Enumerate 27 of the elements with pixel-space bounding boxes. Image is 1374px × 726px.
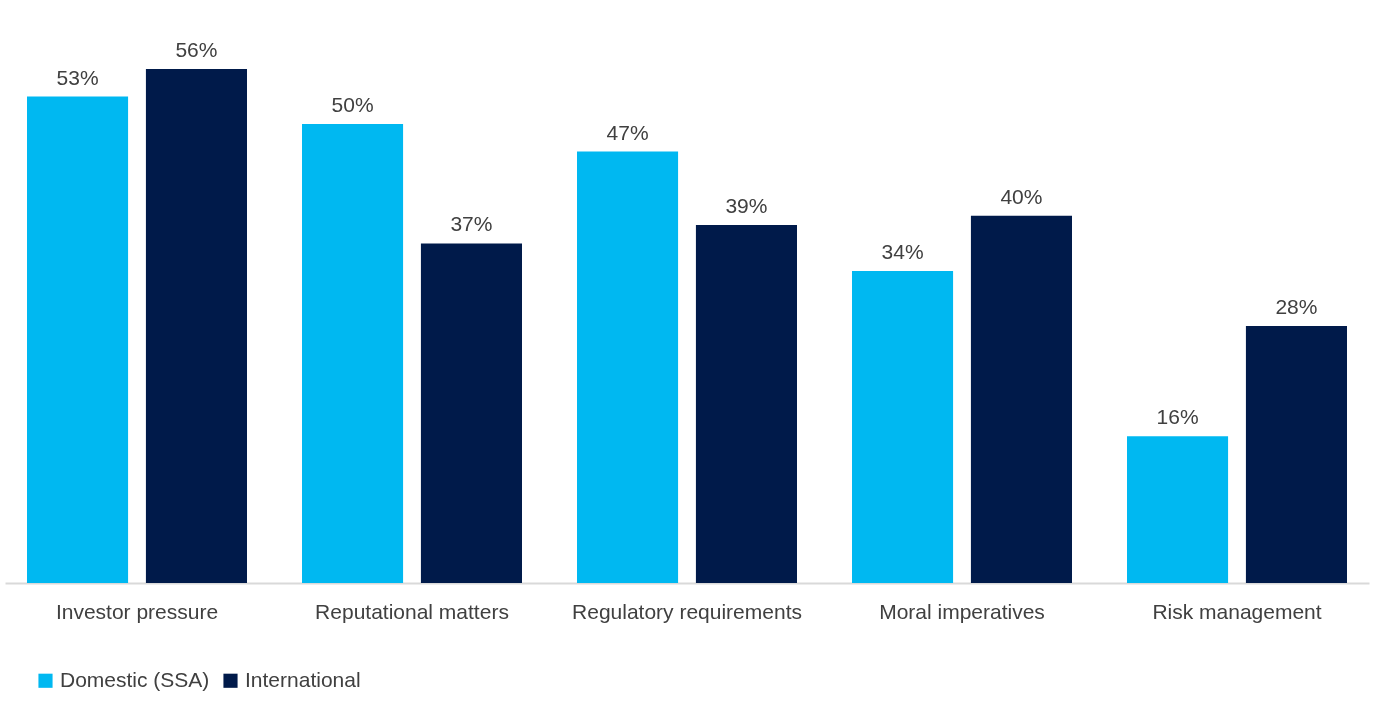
x-tick-label: Investor pressure [55, 599, 219, 623]
legend-label: International [245, 667, 361, 691]
bar [27, 96, 129, 583]
bar [1245, 326, 1347, 583]
bar [145, 69, 247, 583]
bar [695, 225, 797, 583]
data-label: 28% [1275, 295, 1318, 318]
data-label: 37% [450, 212, 493, 236]
data-label: 40% [1000, 184, 1043, 208]
data-label: 16% [1156, 405, 1199, 429]
data-label: 39% [725, 194, 768, 218]
x-tick-label: Moral imperatives [879, 599, 1045, 623]
bar [302, 124, 404, 583]
bar [1127, 436, 1229, 583]
bar [577, 151, 679, 583]
bar [852, 270, 954, 583]
data-label: 56% [175, 38, 218, 61]
data-label: 34% [881, 239, 924, 263]
x-tick-label: Regulatory requirements [572, 599, 802, 623]
x-tick-label: Reputational matters [315, 599, 509, 623]
bar [420, 243, 522, 583]
bar [970, 215, 1072, 583]
x-tick-label: Risk management [1152, 599, 1322, 623]
data-label: 50% [331, 93, 374, 117]
legend-label: Domestic (SSA) [60, 667, 210, 691]
data-label: 47% [606, 120, 649, 144]
data-label: 53% [56, 65, 99, 89]
